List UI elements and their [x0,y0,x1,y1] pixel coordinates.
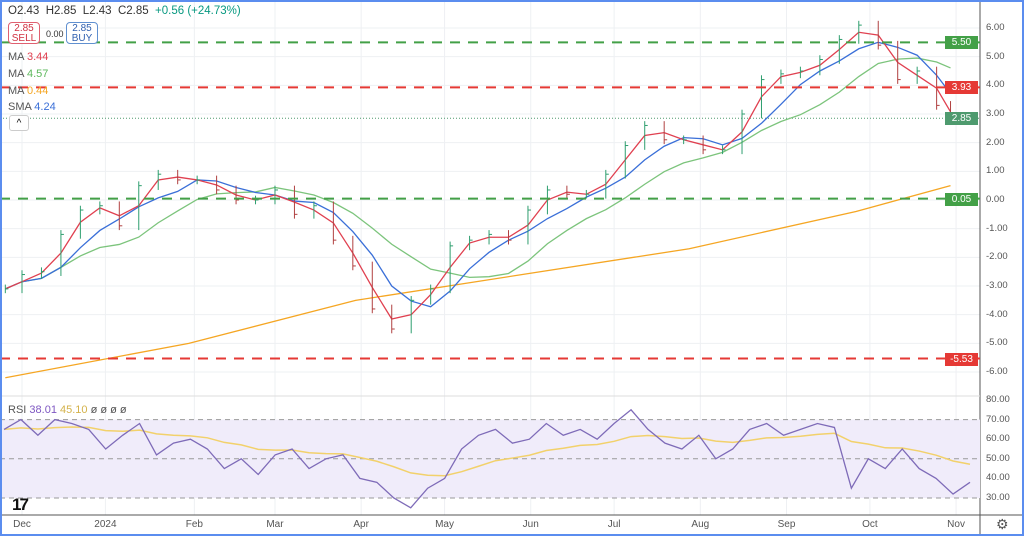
close-value: C2.85 [117,5,149,17]
indicator-ma-3[interactable]: MA 0.44 [8,85,48,97]
collapse-legend-button[interactable]: ^ [9,115,29,131]
x-tick-label: May [435,519,454,530]
rsi-name: RSI [8,404,27,416]
rsi-y-tick-label: 30.00 [986,492,1010,503]
x-tick-label: Jul [607,519,621,530]
rsi-line [3,408,971,509]
tradingview-logo[interactable]: 17 [12,495,29,514]
ohlc-legend: O2.43 H2.85 L2.43 C2.85 +0.56 (+24.73%) [8,5,241,17]
last-price-tag: 2.85 [945,112,978,126]
y-tick-label: 4.00 [986,79,1005,91]
level-price-tag: 0.05 [945,192,978,206]
y-tick-label: 0.00 [986,194,1005,205]
indicator-sma[interactable]: SMA 4.24 [8,101,56,113]
ma-10-line [5,31,952,320]
x-tick-label: Nov [947,519,965,530]
sell-label: SELL [11,33,37,44]
y-tick-label: 5.00 [986,50,1005,62]
rsi-legend[interactable]: RSI 38.01 45.10 ø ø ø ø [8,404,127,416]
rsi-extra-values: ø ø ø ø [90,404,127,416]
x-tick-label: Dec [13,519,31,530]
level-price-tag: 5.50 [945,36,978,50]
x-tick-label: 2024 [94,519,117,530]
ma-200-line [5,185,951,379]
rsi-y-tick-label: 60.00 [986,433,1010,445]
buy-label: BUY [71,33,93,44]
ma-50-line [5,57,951,290]
rsi-signal-line [3,426,971,477]
x-tick-label: Jun [522,519,539,530]
y-tick-label: 1.00 [986,165,1005,177]
y-tick-label: 2.00 [986,136,1005,148]
open-value: O2.43 [8,5,40,17]
y-tick-label: -2.00 [986,251,1008,263]
rsi-y-tick-label: 40.00 [986,472,1010,484]
rsi-value: 38.01 [29,404,57,416]
indicator-value: 4.24 [34,101,56,113]
y-tick-label: -1.00 [986,222,1008,234]
y-tick-label: -3.00 [986,280,1008,291]
low-value: L2.43 [82,5,112,17]
spread-value: 0.00 [46,29,64,39]
indicator-ma-2[interactable]: MA 4.57 [8,68,48,80]
sell-price: 2.85 [14,23,34,34]
buy-button[interactable]: 2.85 BUY [66,22,98,44]
y-tick-label: 3.00 [986,107,1005,119]
indicator-ma-1[interactable]: MA 3.44 [8,51,48,63]
rsi-y-tick-label: 80.00 [986,394,1010,405]
buy-price: 2.85 [72,23,92,34]
y-tick-label: -6.00 [986,366,1008,378]
x-tick-label: Aug [691,519,710,530]
rsi-signal-value: 45.10 [60,404,88,416]
gear-icon[interactable]: ⚙ [996,516,1009,532]
change-value: +0.56 (+24.73%) [155,5,241,17]
rsi-y-tick-label: 50.00 [986,452,1010,464]
indicator-value: 4.57 [26,68,49,80]
indicator-name: MA [8,68,24,80]
y-tick-label: 6.00 [986,21,1005,33]
x-tick-label: Apr [353,519,369,530]
indicator-name: MA [8,51,24,63]
x-tick-label: Mar [266,519,284,530]
level-price-tag: -5.53 [945,352,978,366]
x-tick-label: Sep [777,519,796,530]
indicator-name: MA [8,85,24,97]
indicator-value: 3.44 [26,51,49,63]
indicator-name: SMA [8,101,32,113]
high-value: H2.85 [45,5,77,17]
indicator-value: 0.44 [26,85,49,97]
y-tick-label: -5.00 [986,337,1008,349]
x-tick-label: Feb [185,519,203,530]
rsi-y-tick-label: 70.00 [986,413,1010,425]
level-price-tag: 3.93 [945,81,978,95]
y-tick-label: -4.00 [986,308,1008,320]
sell-button[interactable]: 2.85 SELL [8,22,40,44]
x-tick-label: Oct [862,519,878,530]
